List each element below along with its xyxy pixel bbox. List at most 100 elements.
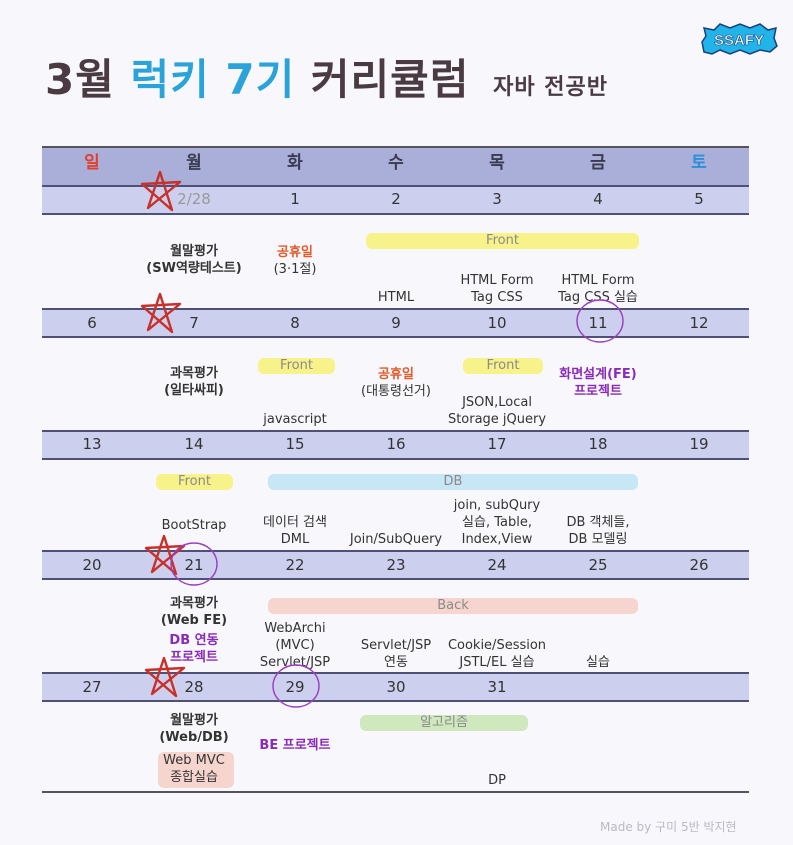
date-cell: 13 — [82, 435, 102, 453]
event-label: JSON,Local — [462, 395, 532, 410]
event-label: HTML Form — [561, 273, 635, 288]
project-label: DB 연동 — [169, 633, 219, 648]
event-label: HTML Form — [460, 273, 534, 288]
date-cell: 6 — [87, 314, 97, 332]
date-cell: 22 — [285, 556, 305, 574]
star-icon — [140, 292, 182, 334]
date-cell: 2 — [391, 190, 401, 208]
event-label: Servlet/JSP — [259, 655, 331, 670]
event-label: HTML — [377, 290, 415, 305]
highlight-box — [158, 752, 234, 788]
weekday-tue: 화 — [287, 153, 303, 173]
date-cell: 1 — [290, 190, 300, 208]
date-row-week3 — [42, 430, 749, 460]
date-cell: 14 — [184, 435, 204, 453]
title-highlight: 럭키 7기 — [130, 55, 296, 104]
date-cell: 19 — [689, 435, 709, 453]
weekday-fri: 금 — [590, 153, 606, 173]
date-cell: 28 — [184, 678, 204, 696]
date-cell: 29 — [285, 678, 305, 696]
date-cell: 4 — [593, 190, 603, 208]
date-cell: 25 — [588, 556, 608, 574]
star-icon — [144, 534, 186, 576]
event-label: (SW역량테스트) — [146, 261, 242, 276]
date-cell: 20 — [82, 556, 102, 574]
project-label: 화면설계(FE) — [559, 367, 637, 382]
event-label: (Web/DB) — [159, 730, 229, 745]
event-label: (3·1절) — [273, 262, 317, 277]
band-db: DB — [268, 474, 638, 490]
star-icon — [140, 170, 182, 212]
event-label: Join/SubQuery — [349, 532, 443, 547]
event-label: DP — [488, 773, 506, 788]
date-cell: 9 — [391, 314, 401, 332]
band-front: Front — [156, 474, 233, 490]
date-cell: 23 — [386, 556, 406, 574]
project-label: BE 프로젝트 — [259, 738, 331, 753]
circle-mark-icon — [272, 664, 320, 708]
event-label: Storage jQuery — [447, 412, 547, 427]
date-cell: 16 — [386, 435, 406, 453]
project-label: 프로젝트 — [170, 650, 218, 665]
event-label: Servlet/JSP — [360, 638, 432, 653]
weekday-thu: 목 — [489, 153, 505, 173]
date-cell: 21 — [184, 556, 204, 574]
ssafy-logo: SSAFY — [701, 23, 778, 55]
date-cell: 31 — [487, 678, 507, 696]
event-label: Tag CSS — [471, 290, 523, 305]
holiday-label: 공휴일 — [277, 245, 313, 260]
event-label: Cookie/Session — [447, 638, 547, 653]
event-label: Index,View — [461, 532, 533, 547]
date-cell: 27 — [82, 678, 102, 696]
event-label: BootStrap — [161, 518, 227, 533]
event-label: (대통령선거) — [361, 384, 431, 399]
page-title: 3월 럭키 7기 커리큘럼 자바 전공반 — [45, 46, 608, 107]
event-label: WebArchi — [264, 621, 326, 636]
table-bottom-border — [42, 791, 749, 793]
title-prefix: 3월 — [45, 55, 115, 104]
title-main: 커리큘럼 — [310, 55, 470, 104]
event-label: 종합실습 — [170, 770, 218, 785]
date-cell: 15 — [285, 435, 305, 453]
event-label: 과목평가 — [170, 366, 218, 381]
event-label: 연동 — [384, 655, 408, 670]
date-cell: 24 — [487, 556, 507, 574]
weekday-sat: 토 — [691, 153, 707, 173]
event-label: (일타싸피) — [164, 383, 224, 398]
event-label: (Web FE) — [160, 613, 228, 628]
band-algorithm: 알고리즘 — [360, 715, 528, 731]
band-back: Back — [268, 598, 638, 614]
event-label: 실습 — [586, 655, 610, 670]
event-label: Web MVC — [163, 753, 225, 768]
event-label: 데이터 검색 — [263, 515, 327, 530]
date-cell: 30 — [386, 678, 406, 696]
date-cell: 5 — [694, 190, 704, 208]
date-cell: 8 — [290, 314, 300, 332]
event-label: DB 객체들, — [566, 515, 630, 530]
event-label: javascript — [263, 412, 327, 427]
credit-text: Made by 구미 5반 박지현 — [600, 820, 737, 834]
band-front: Front — [366, 233, 639, 249]
event-label: 과목평가 — [170, 596, 218, 611]
band-front: Front — [463, 358, 543, 374]
weekday-header — [42, 146, 749, 186]
date-cell: 7 — [189, 314, 199, 332]
date-cell: 2/28 — [177, 190, 211, 208]
date-cell: 26 — [689, 556, 709, 574]
date-cell: 12 — [689, 314, 709, 332]
date-cell: 17 — [487, 435, 507, 453]
event-label: JSTL/EL 실습 — [459, 655, 535, 670]
event-label: 월말평가 — [170, 713, 218, 728]
weekday-mon: 월 — [186, 153, 202, 173]
circle-mark-icon — [170, 542, 218, 586]
title-subtitle: 자바 전공반 — [493, 75, 608, 100]
star-icon — [144, 656, 186, 698]
date-cell: 18 — [588, 435, 608, 453]
weekday-sun: 일 — [84, 153, 100, 173]
event-label: DB 모델링 — [568, 532, 628, 547]
weekday-wed: 수 — [388, 153, 404, 173]
date-cell: 10 — [487, 314, 507, 332]
project-label: 프로젝트 — [574, 384, 622, 399]
event-label: Tag CSS 실습 — [558, 290, 638, 305]
event-label: DML — [280, 532, 310, 547]
